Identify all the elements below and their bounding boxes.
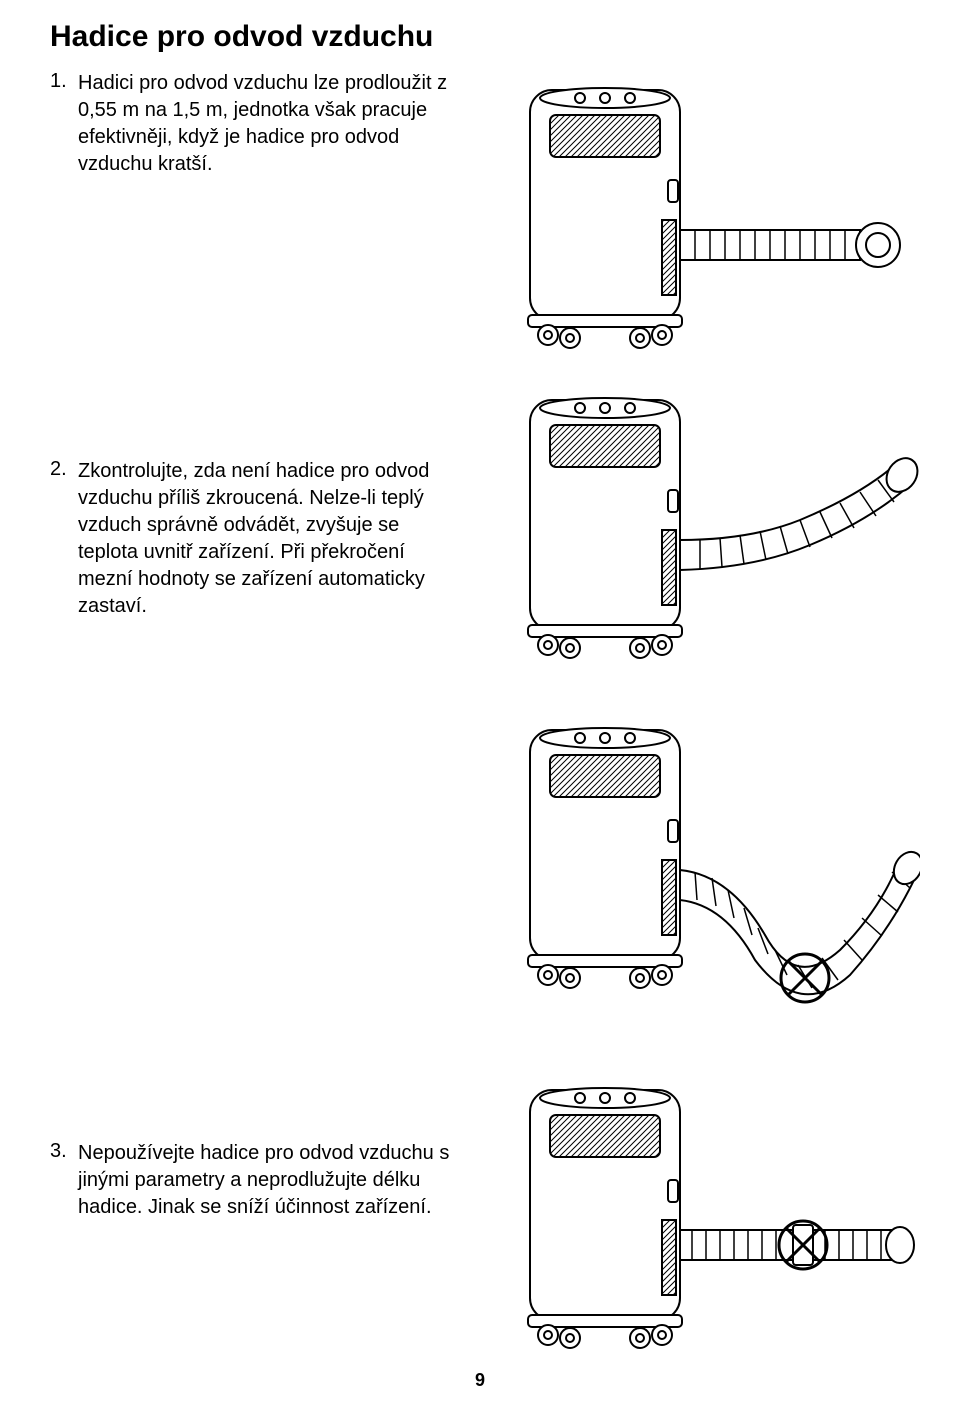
item-text: Zkontrolujte, zda není hadice pro odvod … (78, 458, 458, 620)
item-text: Nepoužívejte hadice pro odvod vzduchu s … (78, 1140, 458, 1221)
item-number: 3. (50, 1140, 78, 1163)
instruction-item-2: 2. Zkontrolujte, zda není hadice pro odv… (50, 458, 470, 630)
instruction-item-3: 3. Nepoužívejte hadice pro odvod vzduchu… (50, 1140, 470, 1231)
item-number: 1. (50, 70, 78, 93)
figure-hose-kinked-wrong (500, 700, 920, 1035)
figure-hose-curved-up (500, 370, 920, 685)
item-text: Hadici pro odvod vzduchu lze prodloužit … (78, 70, 458, 178)
figure-hose-straight (500, 60, 920, 365)
instruction-item-1: 1. Hadici pro odvod vzduchu lze prodlouž… (50, 70, 470, 188)
page-number: 9 (0, 1370, 960, 1391)
figure-hose-extended-wrong (500, 1060, 920, 1365)
page-title: Hadice pro odvod vzduchu (50, 20, 910, 54)
item-number: 2. (50, 458, 78, 481)
